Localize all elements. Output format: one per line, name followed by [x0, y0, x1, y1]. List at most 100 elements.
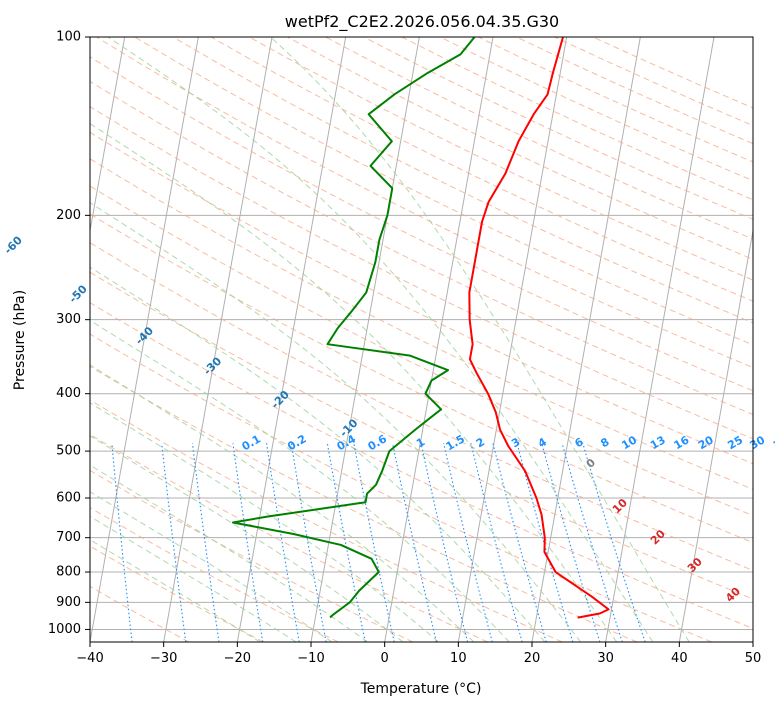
- dewpoint-line: [231, 37, 476, 619]
- background-lines: [90, 37, 753, 642]
- isotherm-line: [457, 37, 568, 642]
- mixing-ratio-line: [191, 443, 220, 642]
- chart-title: wetPf2_C2E2.2026.056.04.35.G30: [285, 12, 559, 32]
- dry-adiabat-line: [592, 37, 753, 109]
- mixing-ratio-label: 6: [573, 435, 586, 450]
- isotherm-line: [531, 37, 641, 642]
- dry-adiabat-line: [363, 37, 753, 220]
- dry-adiabat-line: [90, 106, 753, 440]
- dry-adiabat-line: [90, 271, 753, 600]
- mixing-ratio-line: [161, 443, 187, 642]
- moist-adiabat-line: [90, 202, 582, 642]
- plot-frame: [89, 36, 754, 643]
- y-tick-label: 200: [56, 208, 81, 223]
- isotherm-line: [384, 37, 494, 642]
- dry-adiabat-line: [439, 37, 753, 182]
- mixing-ratio-label: 0.2: [285, 432, 308, 453]
- mixing-ratio-label: 10: [619, 433, 639, 452]
- mixing-ratio-line: [111, 443, 133, 642]
- dry-adiabat-line: [90, 585, 190, 642]
- x-tick-label: 10: [450, 651, 467, 666]
- x-tick-label: 40: [671, 651, 688, 666]
- moist-adiabat-line: [90, 122, 618, 642]
- x-tick-label: 50: [745, 651, 762, 666]
- dry-adiabat-line: [90, 365, 638, 642]
- x-tick-label: 20: [524, 651, 541, 666]
- dry-adiabat-line: [287, 37, 753, 260]
- y-tick-label: 600: [56, 491, 81, 506]
- x-tick-label: −10: [297, 651, 324, 666]
- mixing-ratio-label: 30: [748, 433, 768, 452]
- x-tick-label: −30: [150, 651, 177, 666]
- isotherm-line: [90, 37, 126, 234]
- isotherm-label: -40: [133, 324, 156, 347]
- mixing-ratio-line: [326, 443, 366, 642]
- moist-adiabat-line: [90, 364, 475, 642]
- isotherm-label: -20: [269, 388, 292, 411]
- dry-adiabat-line: [90, 131, 753, 465]
- mixing-ratio-line: [420, 443, 469, 642]
- isotherm-line: [90, 37, 199, 642]
- dry-adiabat-line: [90, 213, 753, 544]
- mixing-ratio-line: [470, 443, 523, 642]
- mixing-ratio-line: [232, 443, 264, 642]
- x-tick-label: −40: [76, 651, 103, 666]
- y-tick-label: 100: [56, 30, 81, 45]
- y-tick-label: 400: [56, 386, 81, 401]
- mixing-ratio-line: [266, 443, 300, 642]
- dry-adiabat-line: [90, 469, 414, 642]
- mixing-ratio-label: 0.6: [366, 432, 390, 453]
- dry-adiabat-line: [210, 37, 753, 302]
- moist-adiabat-line: [90, 402, 439, 642]
- moist-adiabat-line: [90, 319, 510, 642]
- dry-adiabat-line: [401, 37, 753, 201]
- mixing-ratio-label: 4: [536, 435, 549, 450]
- mixing-ratio-label: 25: [725, 433, 745, 452]
- y-tick-label: 500: [56, 444, 81, 459]
- isotherm-line: [605, 37, 715, 642]
- dry-adiabat-line: [96, 37, 753, 369]
- x-tick-label: −20: [224, 651, 251, 666]
- x-tick-label: 0: [381, 651, 389, 666]
- moist-adiabat-line: [107, 37, 654, 642]
- mixing-ratio-label: 36: [771, 433, 775, 452]
- mixing-ratio-label: 0.1: [240, 432, 263, 453]
- mixing-ratio-label: 2: [474, 435, 487, 450]
- y-tick-label: 700: [56, 530, 81, 545]
- y-tick-label: 800: [56, 565, 81, 580]
- moist-adiabat-label: 10: [610, 496, 630, 516]
- mixing-ratio-line: [290, 443, 327, 642]
- y-tick-label: 900: [56, 595, 81, 610]
- y-tick-label: 1000: [48, 622, 81, 637]
- mixing-ratio-label: 8: [598, 435, 611, 450]
- dry-adiabat-line: [554, 37, 753, 127]
- moist-adiabat-line: [90, 435, 404, 642]
- dry-adiabat-line: [90, 185, 753, 517]
- temperature-line: [468, 37, 610, 619]
- dry-adiabat-line: [172, 37, 753, 324]
- isotherm-label: -60: [2, 233, 25, 256]
- series-layer: [231, 37, 610, 619]
- dry-adiabat-line: [90, 242, 753, 571]
- mixing-ratio-line: [443, 443, 493, 642]
- isotherm-line: [236, 37, 347, 642]
- axes: −40 −30 −20 −10 0 10 20 30 40 5010020030040050060…: [48, 30, 761, 667]
- dry-adiabat-line: [516, 37, 753, 145]
- mixing-ratio-line: [353, 443, 395, 642]
- mixing-ratio-line: [561, 443, 623, 642]
- x-tick-label: 30: [597, 651, 614, 666]
- mixing-ratio-label: 13: [648, 433, 668, 452]
- dry-adiabat-line: [90, 333, 712, 642]
- moist-adiabat-line: [90, 266, 546, 642]
- dry-adiabat-line: [90, 507, 339, 642]
- y-tick-label: 300: [56, 312, 81, 327]
- dry-adiabat-line: [90, 56, 753, 392]
- moist-adiabat-line: [90, 464, 368, 642]
- isotherm-line: [752, 639, 753, 642]
- isotherm-label: -30: [201, 354, 224, 377]
- mixing-ratio-label: 16: [672, 433, 692, 452]
- isotherm-line: [678, 227, 753, 642]
- dry-adiabat-line: [478, 37, 753, 163]
